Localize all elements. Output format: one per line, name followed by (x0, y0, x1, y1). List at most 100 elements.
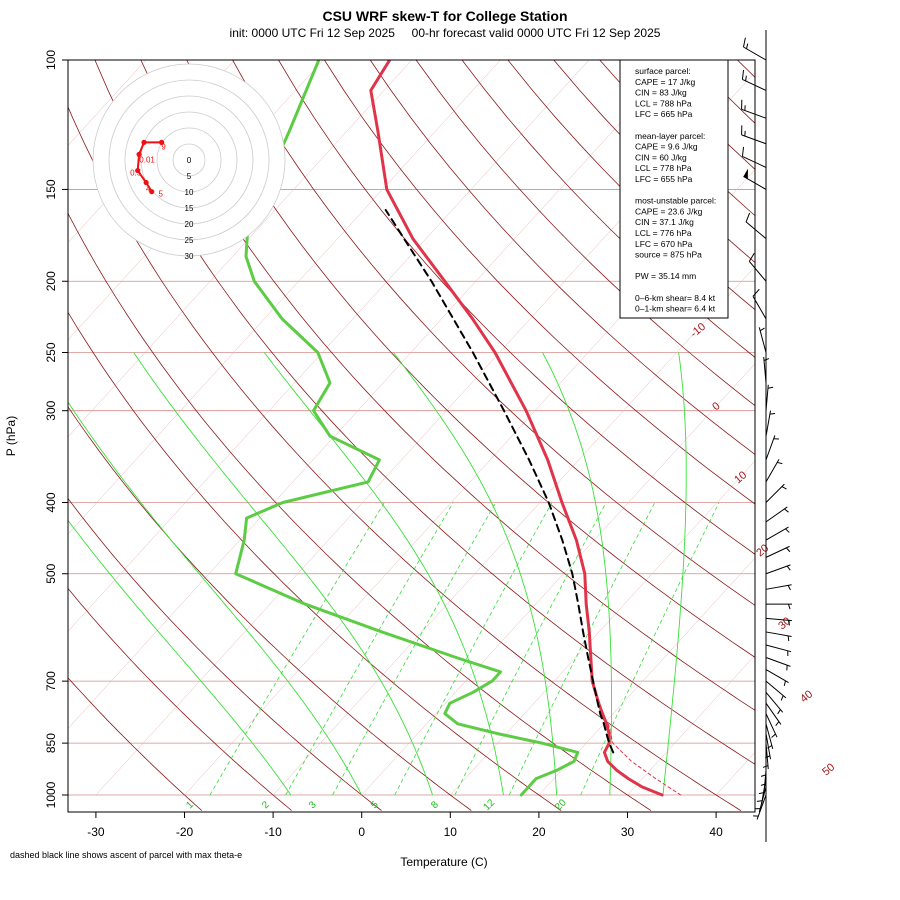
dry-adiabat (68, 677, 203, 811)
temperature-profile (369, 60, 664, 797)
wind-barb-half-flag (759, 327, 765, 332)
wind-barb (765, 410, 776, 437)
wind-barb (741, 125, 767, 145)
axes: 1 2 3 5 8 12 20-30 -20 -10 0 10 20 30 401001502002503… (44, 50, 723, 839)
wind-barb (741, 69, 767, 91)
wind-barb (765, 657, 791, 671)
wind-barb-shaft (763, 356, 767, 383)
wind-barb-half-flag (756, 800, 763, 802)
wind-barb-flag (748, 252, 755, 262)
wind-barb-shaft (758, 327, 767, 353)
x-tick-label: -30 (87, 825, 105, 839)
wind-barb (760, 752, 767, 779)
isotherm-line (68, 60, 590, 632)
wind-barb (745, 212, 767, 240)
hodograph-background (93, 64, 285, 256)
wind-barb-shaft (765, 459, 780, 483)
isotherm-line (450, 460, 755, 796)
wind-barb-shaft (752, 296, 767, 320)
wind-barb-shaft (743, 46, 767, 61)
wind-barb (758, 327, 767, 353)
isotherm-line (538, 557, 755, 796)
mixing-ratio-line (508, 502, 656, 796)
x-tick-label: 20 (532, 825, 546, 839)
wind-barb-shaft (765, 617, 792, 622)
stats-line: LFC = 655 hPa (635, 174, 693, 184)
wind-barb-half-flag (784, 508, 789, 513)
wind-barb-shaft (765, 669, 789, 683)
wind-barb-shaft (765, 545, 790, 558)
dry-adiabat (232, 60, 755, 606)
dry-adiabat (94, 60, 755, 765)
hodograph-point (143, 179, 149, 186)
wind-barb-half-flag (788, 604, 791, 610)
y-tick-label: 1000 (44, 781, 58, 808)
wind-barb-half-flag (763, 358, 770, 361)
mixing-ratio-line (332, 502, 497, 796)
mixing-ratio-line (394, 502, 553, 796)
stats-line: CIN = 37.1 J/kg (635, 217, 694, 227)
dry-adiabat (68, 105, 742, 811)
moist-adiabat (133, 352, 434, 796)
y-tick-label: 250 (44, 342, 58, 362)
wind-barb-half-flag (746, 43, 749, 49)
wind-barb-shaft (765, 743, 769, 770)
x-axis-label: Temperature (C) (400, 855, 487, 869)
stats-line: LCL = 776 hPa (635, 228, 692, 238)
stats-line: LFC = 665 hPa (635, 109, 693, 119)
wind-barb-shaft (765, 483, 785, 503)
wind-barb-shaft (765, 584, 792, 590)
wind-barb-shaft (765, 631, 792, 637)
wind-barb (765, 435, 779, 461)
chart-subtitle: init: 0000 UTC Fri 12 Sep 2025 00-hr for… (230, 26, 661, 40)
wind-barb (765, 702, 782, 727)
dewpoint-profile (234, 60, 580, 797)
hodograph-point-label: 0.01 (139, 155, 155, 164)
parcel-ascent-profile (384, 209, 615, 754)
y-tick-label: 100 (44, 50, 58, 70)
dry-adiabat (68, 311, 562, 811)
hodograph-ring-label: 30 (185, 252, 194, 261)
wind-barb-flag (741, 69, 745, 80)
dry-adiabat (68, 406, 472, 811)
moist-adiabat (68, 401, 363, 796)
wind-barb-half-flag (767, 745, 773, 749)
y-tick-label: 850 (44, 733, 58, 753)
wind-barb-half-flag (787, 620, 790, 626)
y-tick-label: 200 (44, 271, 58, 291)
wind-barb (742, 37, 767, 61)
x-tick-label: 30 (621, 825, 635, 839)
wind-barb-shaft (743, 175, 767, 190)
wind-barb-half-flag (775, 721, 780, 727)
hodograph-ring-label: 20 (185, 220, 194, 229)
wind-barb (765, 644, 792, 657)
hodograph-point-label: 9 (161, 142, 166, 151)
hodograph-ring (172, 143, 206, 177)
stats-line: surface parcel: (635, 66, 691, 76)
wind-barb-half-flag (760, 774, 767, 777)
wind-barb-half-flag (781, 486, 787, 490)
wind-barb (765, 617, 792, 626)
stats-line: CAPE = 9.6 J/kg (635, 142, 698, 152)
wind-barb-flag (741, 146, 745, 157)
wind-barb-flag (745, 212, 751, 223)
y-axis-label: P (hPa) (4, 416, 18, 456)
wind-barb (765, 723, 774, 750)
wind-barb-half-flag (765, 755, 771, 759)
y-tick-label: 300 (44, 400, 58, 420)
stats-line: mean-layer parcel: (635, 131, 705, 141)
hodograph-ring-label: 15 (185, 204, 194, 213)
wind-barb-half-flag (767, 386, 774, 389)
moist-adiabat (392, 352, 558, 796)
stats-line: most-unstable parcel: (635, 196, 716, 206)
wind-barb-half-flag (787, 585, 791, 591)
stats-box-frame (619, 59, 729, 319)
wind-barb (765, 545, 791, 558)
wind-barb-shaft (765, 692, 784, 713)
wind-barb-shaft (765, 657, 791, 667)
wind-barb (765, 483, 787, 503)
moist-adiabat (68, 519, 292, 796)
y-tick-label: 400 (44, 492, 58, 512)
